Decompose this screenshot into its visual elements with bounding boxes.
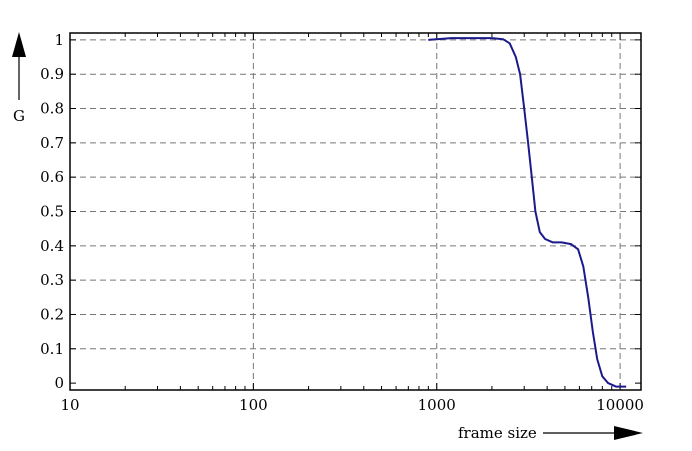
y-tick-label: 1 [54, 31, 64, 49]
y-axis-arrow [12, 32, 26, 100]
x-tick-label: 1000 [418, 396, 456, 414]
y-tick-label: 0 [54, 374, 64, 392]
y-axis-label: G [13, 107, 25, 125]
grid [70, 33, 641, 390]
plot-frame [69, 32, 642, 391]
y-tick-label: 0.2 [40, 305, 64, 323]
series-line [428, 37, 627, 388]
y-tick-label: 0.1 [40, 340, 64, 358]
x-axis-label: frame size [458, 424, 537, 442]
y-tick-label: 0.5 [40, 203, 64, 221]
x-axis-arrow [543, 426, 643, 440]
y-tick-label: 0.8 [40, 100, 64, 118]
x-tick-label: 10 [60, 396, 79, 414]
x-tick-label: 10000 [596, 396, 644, 414]
y-tick-label: 0.4 [40, 237, 64, 255]
tick-labels: 0 0.1 0.2 0.3 0.4 0.5 0.6 0.7 0.8 0.9 1 10 100 1000 10… [40, 31, 644, 414]
y-tick-label: 0.3 [40, 271, 64, 289]
y-tick-label: 0.9 [40, 65, 64, 83]
y-tick-label: 0.6 [40, 168, 64, 186]
series-layer [428, 37, 627, 388]
x-tick-label: 100 [239, 396, 268, 414]
y-tick-label: 0.7 [40, 134, 64, 152]
